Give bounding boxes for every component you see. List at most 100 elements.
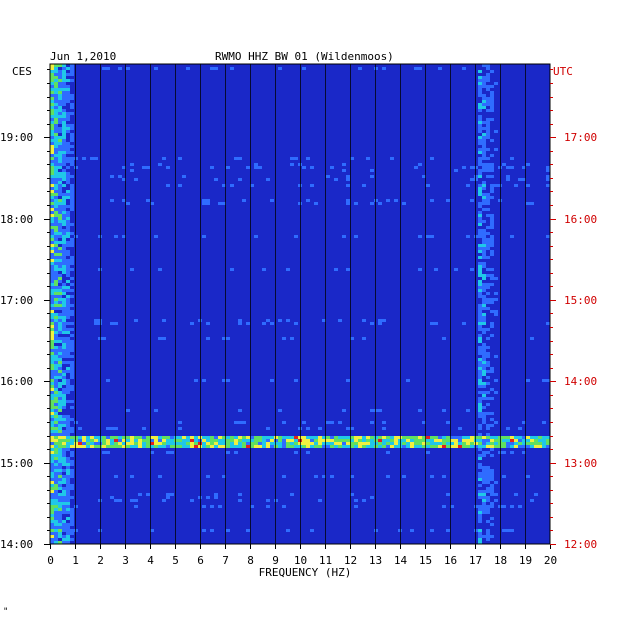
x-tick-label: 14 [394, 554, 408, 567]
spectrogram-cell [62, 313, 66, 316]
spectrogram-cell [334, 445, 338, 448]
spectrogram-cell [106, 451, 110, 454]
spectrogram-cell [50, 364, 54, 367]
spectrogram-cell [250, 505, 254, 508]
spectrogram-cell [482, 82, 486, 85]
spectrogram-cell [66, 85, 70, 88]
spectrogram-cell [50, 358, 54, 361]
spectrogram-cell [58, 229, 62, 232]
spectrogram-cell [70, 463, 74, 466]
spectrogram-cell [482, 373, 486, 376]
spectrogram-cell [50, 475, 54, 478]
spectrogram-cell [406, 445, 410, 448]
spectrogram-cell [478, 265, 482, 268]
spectrogram-cell [50, 265, 54, 268]
spectrogram-cell [66, 112, 70, 115]
spectrogram-cell [70, 385, 74, 388]
spectrogram-cell [62, 457, 66, 460]
spectrogram-cell [418, 409, 422, 412]
spectrogram-cell [62, 436, 66, 439]
spectrogram-cell [450, 439, 454, 442]
spectrogram-cell [246, 529, 250, 532]
spectrogram-cell [178, 436, 182, 439]
spectrogram-cell [70, 346, 74, 349]
spectrogram-cell [58, 109, 62, 112]
spectrogram-cell [50, 184, 54, 187]
spectrogram-cell [342, 169, 346, 172]
spectrogram-cell [102, 442, 106, 445]
spectrogram-cell [478, 307, 482, 310]
spectrogram-cell [478, 247, 482, 250]
spectrogram-cell [58, 340, 62, 343]
spectrogram-cell [262, 439, 266, 442]
spectrogram-cell [370, 202, 374, 205]
spectrogram-cell [414, 436, 418, 439]
spectrogram-cell [70, 289, 74, 292]
spectrogram-cell [354, 445, 358, 448]
spectrogram-cell [414, 445, 418, 448]
x-tick-label: 18 [494, 554, 507, 567]
spectrogram-cell [246, 322, 250, 325]
spectrogram-cell [66, 445, 70, 448]
spectrogram-cell [462, 67, 466, 70]
spectrogram-cell [58, 88, 62, 91]
spectrogram-cell [62, 235, 66, 238]
spectrogram-cell [478, 160, 482, 163]
spectrogram-cell [54, 421, 58, 424]
spectrogram-cell [490, 250, 494, 253]
spectrogram-cell [238, 178, 242, 181]
spectrogram-cell [50, 145, 54, 148]
spectrogram-cell [258, 436, 262, 439]
spectrogram-cell [478, 283, 482, 286]
spectrogram-cell [546, 436, 550, 439]
spectrogram-cell [502, 529, 506, 532]
spectrogram-cell [54, 472, 58, 475]
spectrogram-cell [66, 424, 70, 427]
spectrogram-cell [478, 415, 482, 418]
spectrogram-cell [490, 187, 494, 190]
spectrogram-cell [430, 475, 434, 478]
spectrogram-cell [210, 166, 214, 169]
spectrogram-cell [238, 445, 242, 448]
spectrogram-cell [62, 238, 66, 241]
spectrogram-cell [118, 499, 122, 502]
spectrogram-cell [486, 244, 490, 247]
spectrogram-cell [262, 442, 266, 445]
spectrogram-cell [242, 436, 246, 439]
spectrogram-cell [50, 280, 54, 283]
spectrogram-cell [478, 148, 482, 151]
x-tick-label: 11 [319, 554, 332, 567]
spectrogram-cell [66, 229, 70, 232]
spectrogram-cell [458, 427, 462, 430]
spectrogram-cell [58, 514, 62, 517]
spectrogram-cell [50, 211, 54, 214]
spectrogram-cell [194, 439, 198, 442]
spectrogram-cell [490, 502, 494, 505]
spectrogram-cell [486, 511, 490, 514]
spectrogram-cell [70, 187, 74, 190]
spectrogram-cell [58, 367, 62, 370]
spectrogram-cell [66, 142, 70, 145]
spectrogram-cell [50, 244, 54, 247]
spectrogram-cell [114, 499, 118, 502]
spectrogram-cell [478, 202, 482, 205]
spectrogram-cell [58, 316, 62, 319]
spectrogram-cell [58, 541, 62, 544]
spectrogram-cell [342, 442, 346, 445]
spectrogram-cell [486, 169, 490, 172]
spectrogram-cell [154, 436, 158, 439]
spectrogram-cell [50, 388, 54, 391]
spectrogram-cell [150, 202, 154, 205]
spectrogram-cell [478, 484, 482, 487]
spectrogram-cell [50, 286, 54, 289]
spectrogram-cell [62, 475, 66, 478]
spectrogram-cell [62, 193, 66, 196]
spectrogram-cell [54, 265, 58, 268]
spectrogram-cell [58, 112, 62, 115]
spectrogram-cell [494, 148, 498, 151]
spectrogram-cell [70, 223, 74, 226]
spectrogram-cell [394, 442, 398, 445]
spectrogram-cell [478, 313, 482, 316]
right-axis-label: UTC [553, 65, 573, 78]
spectrogram-cell [110, 175, 114, 178]
